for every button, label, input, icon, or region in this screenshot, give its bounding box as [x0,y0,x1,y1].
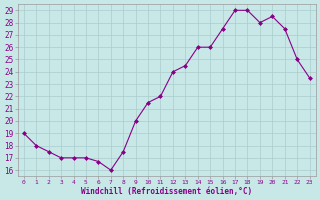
X-axis label: Windchill (Refroidissement éolien,°C): Windchill (Refroidissement éolien,°C) [81,187,252,196]
